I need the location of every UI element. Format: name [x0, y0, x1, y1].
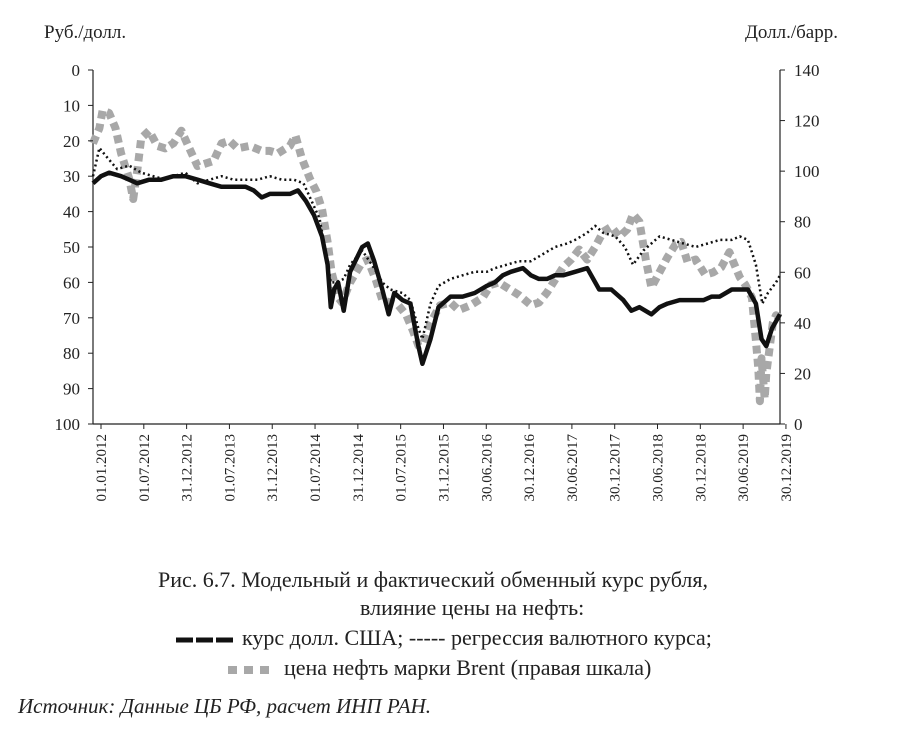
left-tick-label: 70 [63, 309, 80, 328]
axes-layer: 0 10 20 30 40 50 60 70 80 90 100 0 20 40 60 80 100 120 140… [55, 61, 820, 502]
left-tick-label: 100 [55, 415, 81, 434]
series-usd-rate-line [91, 170, 782, 367]
caption-line-4: цена нефть марки Brent (правая шкала) [226, 654, 651, 682]
x-tick-label: 30.12.2019 [779, 434, 795, 502]
right-tick-label: 100 [794, 162, 820, 181]
legend-text-rate-regression: курс долл. США; ----- регрессия валютног… [242, 625, 712, 650]
legend-solid-line-icon [176, 637, 234, 643]
left-tick-label: 60 [63, 273, 80, 292]
left-tick-label: 80 [63, 344, 80, 363]
caption-line-2: влияние цены на нефть: [360, 595, 585, 620]
left-tick-label: 40 [63, 203, 80, 222]
x-tick-label: 01.07.2015 [394, 434, 410, 502]
right-tick-label: 80 [794, 213, 811, 232]
x-tick-label: 01.07.2014 [308, 434, 324, 502]
series-regression-line [91, 146, 782, 341]
x-tick-label: 30.06.2018 [651, 434, 667, 502]
right-tick-label: 60 [794, 263, 811, 282]
x-tick-label: 31.12.2012 [180, 434, 196, 502]
series-brent-line [89, 106, 783, 406]
right-tick-label: 40 [794, 314, 811, 333]
source-note: Источник: Данные ЦБ РФ, расчет ИНП РАН. [18, 694, 432, 718]
caption-line-3: курс долл. США; ----- регрессия валютног… [174, 624, 712, 652]
left-tick-label: 90 [63, 380, 80, 399]
caption-line-1: Рис. 6.7. Модельный и фактический обменн… [158, 567, 708, 592]
x-tick-label: 30.12.2016 [522, 434, 538, 502]
x-tick-label: 30.06.2016 [479, 434, 495, 502]
x-tick-label: 30.06.2017 [565, 434, 581, 502]
x-tick-label: 30.12.2017 [608, 434, 624, 502]
x-tick-label: 01.07.2013 [222, 434, 238, 502]
x-tick-label: 31.12.2013 [265, 434, 281, 502]
x-tick-label: 30.06.2019 [736, 434, 752, 502]
x-tick-label: 31.12.2015 [436, 434, 452, 502]
left-tick-label: 50 [63, 238, 80, 257]
x-tick-label: 01.01.2012 [94, 434, 110, 502]
left-tick-label: 0 [72, 61, 81, 80]
x-tick-label: 31.12.2014 [351, 434, 367, 502]
left-tick-label: 30 [63, 167, 80, 186]
series-layer [89, 106, 783, 406]
legend-text-brent: цена нефть марки Brent (правая шкала) [284, 655, 652, 680]
exchange-rate-oil-chart: 0 10 20 30 40 50 60 70 80 90 100 0 20 40 60 80 100 120 140… [44, 22, 838, 502]
x-tick-label: 01.07.2012 [137, 434, 153, 502]
legend-brent-dashed-icon [228, 665, 276, 674]
right-tick-label: 140 [794, 61, 820, 80]
left-tick-label: 10 [63, 96, 80, 115]
right-tick-label: 120 [794, 112, 820, 131]
right-tick-label: 20 [794, 364, 811, 383]
left-axis-title: Руб./долл. [44, 22, 126, 43]
x-tick-label: 30.12.2018 [693, 434, 709, 502]
right-tick-label: 0 [794, 415, 803, 434]
right-axis-title: Долл./барр. [745, 22, 838, 43]
left-tick-label: 20 [63, 132, 80, 151]
